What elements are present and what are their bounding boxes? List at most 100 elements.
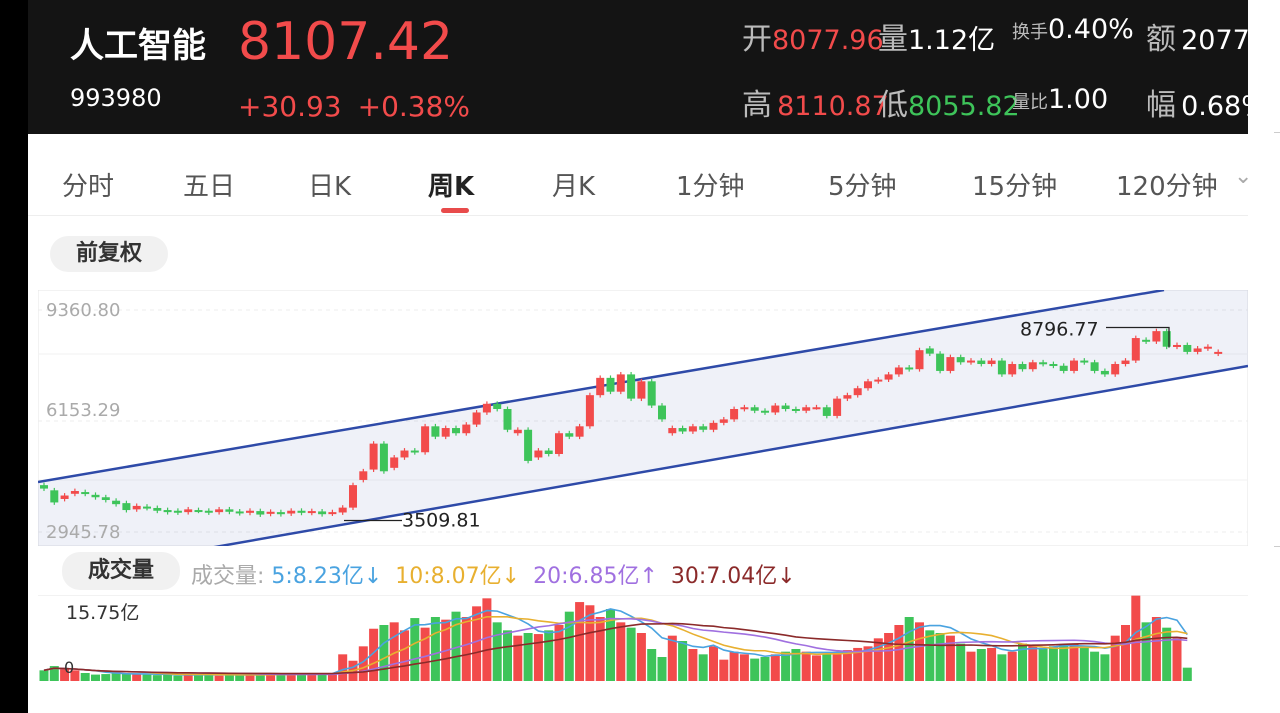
candle bbox=[833, 398, 842, 416]
volume-bar bbox=[1048, 646, 1058, 681]
tab-intraday[interactable]: 分时 bbox=[62, 172, 115, 202]
candle bbox=[318, 511, 327, 515]
open-value: 8077.96 bbox=[772, 25, 884, 56]
candle bbox=[730, 409, 739, 420]
adjust-button[interactable]: 前复权 bbox=[50, 236, 168, 272]
candle bbox=[565, 433, 574, 437]
candle bbox=[194, 510, 203, 513]
volume-bar bbox=[70, 670, 80, 681]
candle bbox=[616, 374, 625, 392]
chevron-down-icon[interactable]: ⌄ bbox=[1234, 164, 1248, 189]
candle bbox=[1039, 362, 1048, 365]
volume-bar bbox=[1141, 622, 1151, 681]
gutter-tick bbox=[1274, 132, 1280, 133]
volume-bar bbox=[400, 630, 409, 681]
candle bbox=[349, 485, 357, 508]
tab-five-day[interactable]: 五日 bbox=[183, 172, 236, 202]
candle bbox=[1049, 364, 1058, 367]
candle bbox=[153, 507, 162, 511]
candle bbox=[1008, 364, 1017, 375]
candle bbox=[1203, 346, 1212, 349]
volume-axis-zero-label: 0 bbox=[64, 658, 74, 677]
candle bbox=[627, 374, 636, 399]
candle bbox=[287, 510, 296, 514]
volume-bar bbox=[915, 622, 924, 681]
chart-frame bbox=[38, 290, 1248, 546]
volume-chart[interactable]: 15.75亿 0 bbox=[38, 595, 1248, 683]
stock-price: 8107.42 bbox=[238, 12, 454, 72]
volume-bar bbox=[420, 627, 430, 681]
stat-amplitude: 幅 0.68% bbox=[1146, 80, 1248, 124]
gutter-tick bbox=[1274, 546, 1280, 547]
tab-daily-k[interactable]: 日K bbox=[308, 172, 352, 202]
max-marker-line bbox=[1106, 326, 1170, 348]
tab-1-minute[interactable]: 1分钟 bbox=[676, 172, 745, 202]
candle bbox=[936, 353, 945, 371]
candle bbox=[1070, 360, 1078, 371]
volume-bar bbox=[255, 674, 265, 681]
volume-bar bbox=[1100, 654, 1110, 681]
volume-bar bbox=[781, 651, 791, 681]
candle bbox=[204, 510, 213, 513]
volume-bar bbox=[49, 666, 59, 681]
candle bbox=[50, 490, 59, 503]
candle bbox=[235, 511, 244, 514]
volume-bar bbox=[173, 675, 183, 681]
volume-bar bbox=[1131, 595, 1141, 681]
volume-value: 1.12亿 bbox=[908, 25, 996, 56]
candle bbox=[946, 357, 955, 371]
tab-15-minute[interactable]: 15分钟 bbox=[972, 172, 1058, 202]
volume-bar bbox=[266, 673, 276, 681]
volume-bar bbox=[688, 649, 698, 681]
volume-bar bbox=[595, 617, 605, 681]
candle bbox=[503, 409, 512, 430]
volume-bar bbox=[358, 646, 368, 681]
volume-bar bbox=[925, 630, 935, 681]
volume-bar bbox=[152, 675, 162, 681]
candle bbox=[297, 510, 306, 513]
candlestick-chart[interactable]: 9360.80 6153.29 2945.78 8796.77 3509.81 bbox=[38, 290, 1248, 546]
volume-bar bbox=[863, 646, 873, 681]
candle bbox=[1100, 370, 1109, 375]
amplitude-label: 幅 bbox=[1146, 88, 1176, 123]
candle bbox=[1152, 331, 1161, 342]
volume-bar bbox=[121, 673, 131, 681]
tab-monthly-k[interactable]: 月K bbox=[552, 172, 596, 202]
volume-bar bbox=[1121, 625, 1130, 681]
candle bbox=[967, 360, 975, 363]
tab-5-minute[interactable]: 5分钟 bbox=[828, 172, 897, 202]
legend-ma5: 5:8.23亿↓ bbox=[271, 564, 383, 589]
candle bbox=[647, 381, 656, 406]
candle bbox=[894, 367, 903, 375]
volume-bar bbox=[142, 674, 152, 681]
period-tabs: 分时 五日 日K 周K 月K 1分钟 5分钟 15分钟 120分钟 ⌄ bbox=[28, 140, 1248, 216]
volume-bar bbox=[801, 651, 811, 681]
candle bbox=[328, 512, 337, 515]
volume-bar bbox=[812, 655, 821, 681]
volume-bar bbox=[636, 633, 646, 681]
volume-bar bbox=[1172, 638, 1182, 681]
candle bbox=[441, 428, 450, 437]
candle bbox=[101, 497, 110, 501]
volume-button[interactable]: 成交量 bbox=[62, 552, 180, 590]
volume-ratio-value: 1.00 bbox=[1048, 84, 1109, 115]
legend-ma30: 30:7.04亿↓ bbox=[670, 564, 796, 589]
stat-amount: 额 2077 bbox=[1146, 14, 1248, 58]
candle bbox=[1131, 338, 1140, 361]
volume-bar bbox=[719, 659, 729, 681]
tab-weekly-k[interactable]: 周K bbox=[428, 172, 475, 202]
volume-bar bbox=[286, 674, 296, 681]
candle bbox=[596, 377, 605, 396]
tab-120-minute[interactable]: 120分钟 bbox=[1116, 172, 1218, 202]
candle bbox=[575, 426, 584, 437]
candle bbox=[143, 506, 151, 509]
candle bbox=[163, 510, 172, 513]
volume-bar bbox=[894, 625, 904, 681]
volume-bar bbox=[183, 674, 193, 681]
candle bbox=[822, 407, 831, 416]
candle bbox=[60, 495, 69, 499]
volume-bar bbox=[91, 674, 100, 681]
candle bbox=[410, 450, 419, 453]
candle bbox=[1121, 360, 1130, 365]
candle bbox=[513, 429, 522, 434]
